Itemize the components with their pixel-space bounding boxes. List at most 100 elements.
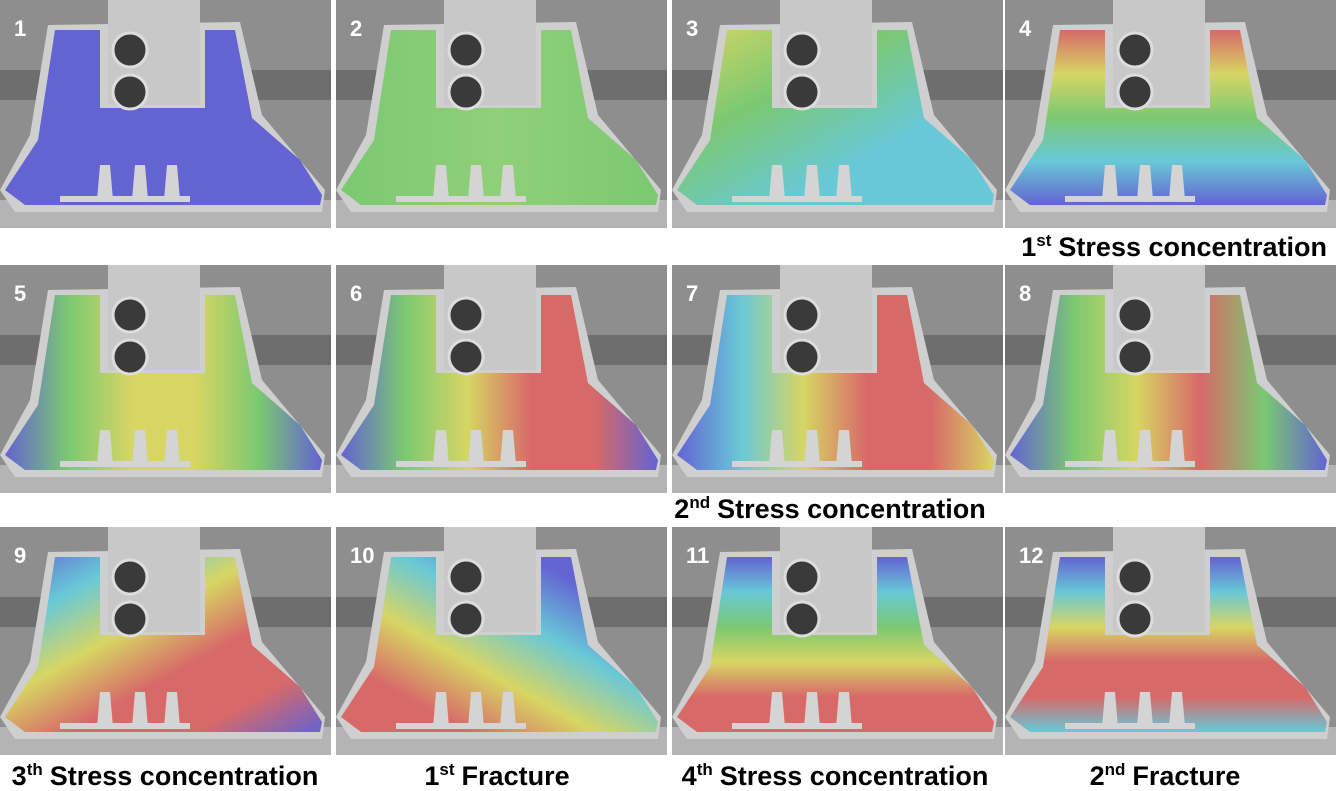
tooth-base: [60, 196, 190, 202]
tooth: [433, 692, 449, 727]
tooth: [468, 430, 484, 465]
bolt: [1116, 338, 1154, 376]
bolt: [447, 73, 485, 111]
panel-number: 12: [1019, 543, 1043, 568]
tooth: [769, 165, 785, 200]
tooth-base: [60, 461, 190, 467]
tooth: [804, 692, 820, 727]
tooth: [164, 430, 180, 465]
caption-number: 4: [682, 761, 697, 791]
panel: 12: [1005, 527, 1336, 755]
caption-number: 2: [674, 494, 689, 524]
tooth: [1102, 692, 1118, 727]
tooth: [433, 165, 449, 200]
tooth-base: [732, 461, 862, 467]
tooth: [836, 692, 852, 727]
panel: 7: [672, 265, 1003, 493]
tooth: [1137, 165, 1153, 200]
panel-number: 6: [350, 281, 362, 306]
caption-text: Stress concentration: [50, 761, 319, 791]
tooth-base: [1065, 196, 1195, 202]
bolt: [783, 73, 821, 111]
panel: 9: [0, 527, 331, 755]
panel-number: 8: [1019, 281, 1031, 306]
bolt: [447, 31, 485, 69]
bolt: [447, 296, 485, 334]
caption-suffix: th: [27, 760, 43, 779]
bolt: [783, 296, 821, 334]
panel-number: 5: [14, 281, 26, 306]
bolt: [111, 73, 149, 111]
bolt: [447, 558, 485, 596]
caption-number: 3: [12, 761, 27, 791]
bolt: [111, 558, 149, 596]
tooth: [132, 692, 148, 727]
bolt: [1116, 296, 1154, 334]
caption: 1st Fracture: [424, 760, 569, 791]
tooth: [433, 430, 449, 465]
caption-suffix: th: [697, 760, 713, 779]
caption-number: 1: [424, 761, 439, 791]
caption: 3th Stress concentration: [12, 760, 319, 791]
panel: 4: [1005, 0, 1336, 228]
bolt: [447, 338, 485, 376]
strain-field: [1010, 30, 1327, 205]
panel: 1: [0, 0, 331, 228]
caption-text: Fracture: [462, 761, 570, 791]
bolt: [783, 31, 821, 69]
tooth: [132, 165, 148, 200]
tooth: [1137, 430, 1153, 465]
tooth: [164, 165, 180, 200]
caption-text: Stress concentration: [1058, 232, 1327, 262]
caption: 2nd Stress concentration: [674, 493, 985, 524]
strain-field: [677, 295, 994, 470]
caption-suffix: nd: [689, 493, 710, 512]
panel: 11: [672, 527, 1003, 755]
bolt: [783, 338, 821, 376]
strain-field: [1010, 557, 1327, 732]
panel-number: 9: [14, 543, 26, 568]
tooth: [468, 165, 484, 200]
tooth-base: [1065, 723, 1195, 729]
bolt: [1116, 31, 1154, 69]
tooth-base: [1065, 461, 1195, 467]
bolt: [1116, 558, 1154, 596]
tooth: [1169, 692, 1185, 727]
caption-number: 2: [1090, 761, 1105, 791]
bolt: [111, 600, 149, 638]
caption-suffix: nd: [1105, 760, 1126, 779]
caption-text: Stress concentration: [717, 494, 986, 524]
strain-field: [341, 30, 658, 205]
tooth: [1137, 692, 1153, 727]
tooth-base: [732, 723, 862, 729]
caption-suffix: st: [439, 760, 454, 779]
tooth: [1102, 165, 1118, 200]
panel: 5: [0, 265, 331, 493]
bolt: [111, 31, 149, 69]
tooth: [1169, 430, 1185, 465]
tooth: [1102, 430, 1118, 465]
tooth: [804, 430, 820, 465]
caption-suffix: st: [1036, 231, 1051, 250]
strain-field: [341, 557, 658, 732]
panel: 6: [336, 265, 667, 493]
bolt: [1116, 600, 1154, 638]
tooth: [132, 430, 148, 465]
tooth: [500, 165, 516, 200]
strain-field: [5, 295, 322, 470]
caption: 1st Stress concentration: [1021, 231, 1327, 262]
tooth: [769, 692, 785, 727]
bolt: [111, 338, 149, 376]
bolt: [447, 600, 485, 638]
strain-field: [5, 557, 322, 732]
strain-field: [677, 557, 994, 732]
panel: 3: [672, 0, 1003, 228]
bolt: [1116, 73, 1154, 111]
tooth-base: [396, 461, 526, 467]
tooth-base: [396, 723, 526, 729]
panel-number: 10: [350, 543, 374, 568]
tooth-base: [396, 196, 526, 202]
tooth: [500, 430, 516, 465]
bolt: [783, 600, 821, 638]
